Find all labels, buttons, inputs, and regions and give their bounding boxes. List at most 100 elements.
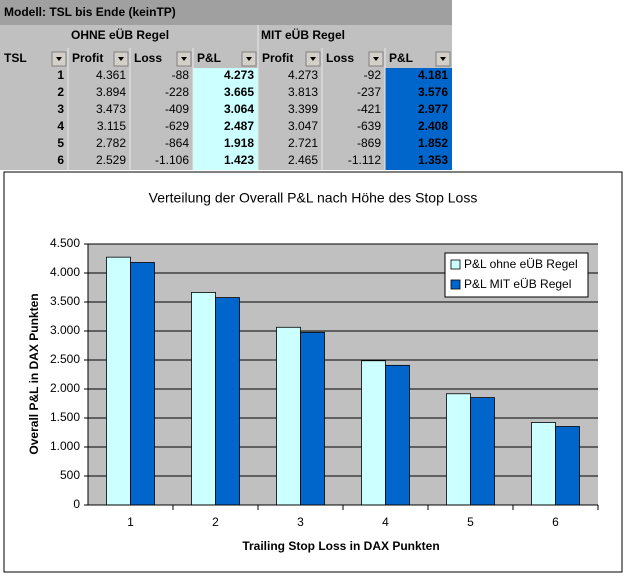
filter-arrow [310, 57, 316, 61]
legend-label: P&L ohne eÜB Regel [464, 257, 578, 271]
cell: 1.852 [418, 136, 448, 150]
cell: 3.576 [418, 85, 448, 99]
y-tick-label: 2.500 [50, 352, 80, 366]
x-tick-label: 5 [467, 515, 474, 529]
legend-swatch [450, 259, 461, 270]
bar [191, 292, 216, 506]
legend-swatch [450, 279, 461, 290]
cell: 3.064 [224, 102, 254, 116]
cell: 3.115 [97, 119, 126, 133]
cell: 4.273 [224, 68, 254, 82]
y-tick-label: 3.500 [50, 294, 80, 308]
cell: 3.665 [224, 85, 254, 99]
cell: 3.473 [96, 102, 126, 116]
group-header: OHNE eÜB Regel [71, 27, 169, 42]
bar [385, 364, 410, 506]
cell: 2.408 [418, 119, 448, 133]
cell: -1.106 [155, 153, 189, 167]
cell: -88 [172, 68, 190, 82]
column-header: Profit [262, 51, 293, 65]
filter-arrow [56, 57, 62, 61]
cell: 6 [57, 153, 64, 167]
cell: 1.918 [224, 136, 254, 150]
cell: 3.399 [288, 102, 318, 116]
x-tick-label: 6 [552, 515, 559, 529]
filter-arrow [118, 57, 124, 61]
cell: 1.423 [224, 153, 254, 167]
chart: 0 500 1.000 1.500 2.000 2.500 3.000 3.500 4.000 4… [50, 236, 599, 529]
x-axis-label: Trailing Stop Loss in DAX Punkten [242, 539, 439, 553]
filter-arrow [246, 57, 252, 61]
cell: -869 [357, 136, 381, 150]
cell: 1 [57, 68, 64, 82]
cell: 2.529 [96, 153, 126, 167]
column-header: Loss [326, 51, 354, 65]
table-title: Modell: TSL bis Ende (keinTP) [4, 5, 176, 19]
cell: 2.977 [418, 102, 448, 116]
y-tick-label: 2.000 [50, 381, 80, 395]
column-header: P&L [197, 51, 221, 65]
cell: 4.181 [418, 68, 448, 82]
chart-title: Verteilung der Overall P&L nach Höhe des… [149, 190, 478, 206]
cell: 3.894 [96, 85, 126, 99]
y-tick-label: 1.000 [50, 439, 80, 453]
cell: 2.465 [288, 153, 318, 167]
group-header: MIT eÜB Regel [261, 27, 345, 42]
cell: 2.487 [224, 119, 254, 133]
bar [446, 393, 471, 506]
cell: 2 [57, 85, 64, 99]
y-tick-label: 3.000 [50, 323, 80, 337]
cell: -864 [165, 136, 189, 150]
pl-column-bg [193, 68, 258, 170]
cell: -409 [165, 102, 189, 116]
x-tick-label: 3 [297, 515, 304, 529]
cell: -237 [357, 85, 381, 99]
cell: 4.273 [288, 68, 318, 82]
legend-label: P&L MIT eÜB Regel [464, 277, 571, 291]
y-tick-label: 4.000 [50, 265, 80, 279]
bar [106, 256, 131, 506]
cell: -421 [357, 102, 381, 116]
cell: -228 [165, 85, 189, 99]
y-tick-label: 4.500 [50, 236, 80, 250]
bar [300, 331, 325, 506]
x-tick-label: 4 [382, 515, 389, 529]
cell: -1.112 [348, 153, 381, 167]
x-tick-label: 2 [212, 515, 219, 529]
y-axis-label: Overall P&L in DAX Punkten [27, 293, 41, 454]
cell: -92 [364, 68, 382, 82]
filter-arrow [181, 57, 187, 61]
filter-arrow [440, 57, 446, 61]
column-header: P&L [389, 51, 413, 65]
pl-column-bg [385, 68, 452, 170]
bar [531, 422, 556, 506]
cell: 4 [57, 119, 64, 133]
column-header: Loss [134, 51, 162, 65]
cell: 2.721 [288, 136, 318, 150]
legend [444, 252, 589, 298]
cell: 5 [57, 136, 64, 150]
title-row [0, 0, 452, 25]
bar [276, 326, 301, 506]
cell: 1.353 [418, 153, 448, 167]
bar [361, 360, 386, 506]
filter-arrow [373, 57, 379, 61]
cell: 3 [57, 102, 64, 116]
cell: -629 [165, 119, 189, 133]
x-tick-label: 1 [127, 515, 134, 529]
column-header: TSL [4, 51, 27, 65]
y-tick-label: 0 [73, 497, 80, 511]
y-tick-label: 500 [60, 468, 80, 482]
cell: 2.782 [96, 136, 126, 150]
column-header: Profit [72, 51, 103, 65]
bar [470, 397, 495, 506]
cell: -639 [357, 119, 381, 133]
table: OHNE eÜB Regel MIT eÜB Regel TSL Profit Loss… [4, 25, 451, 170]
y-tick-label: 1.500 [50, 410, 80, 424]
cell: 3.813 [288, 85, 318, 99]
bar [555, 426, 580, 506]
bar [130, 262, 155, 506]
cell: 4.361 [96, 68, 126, 82]
